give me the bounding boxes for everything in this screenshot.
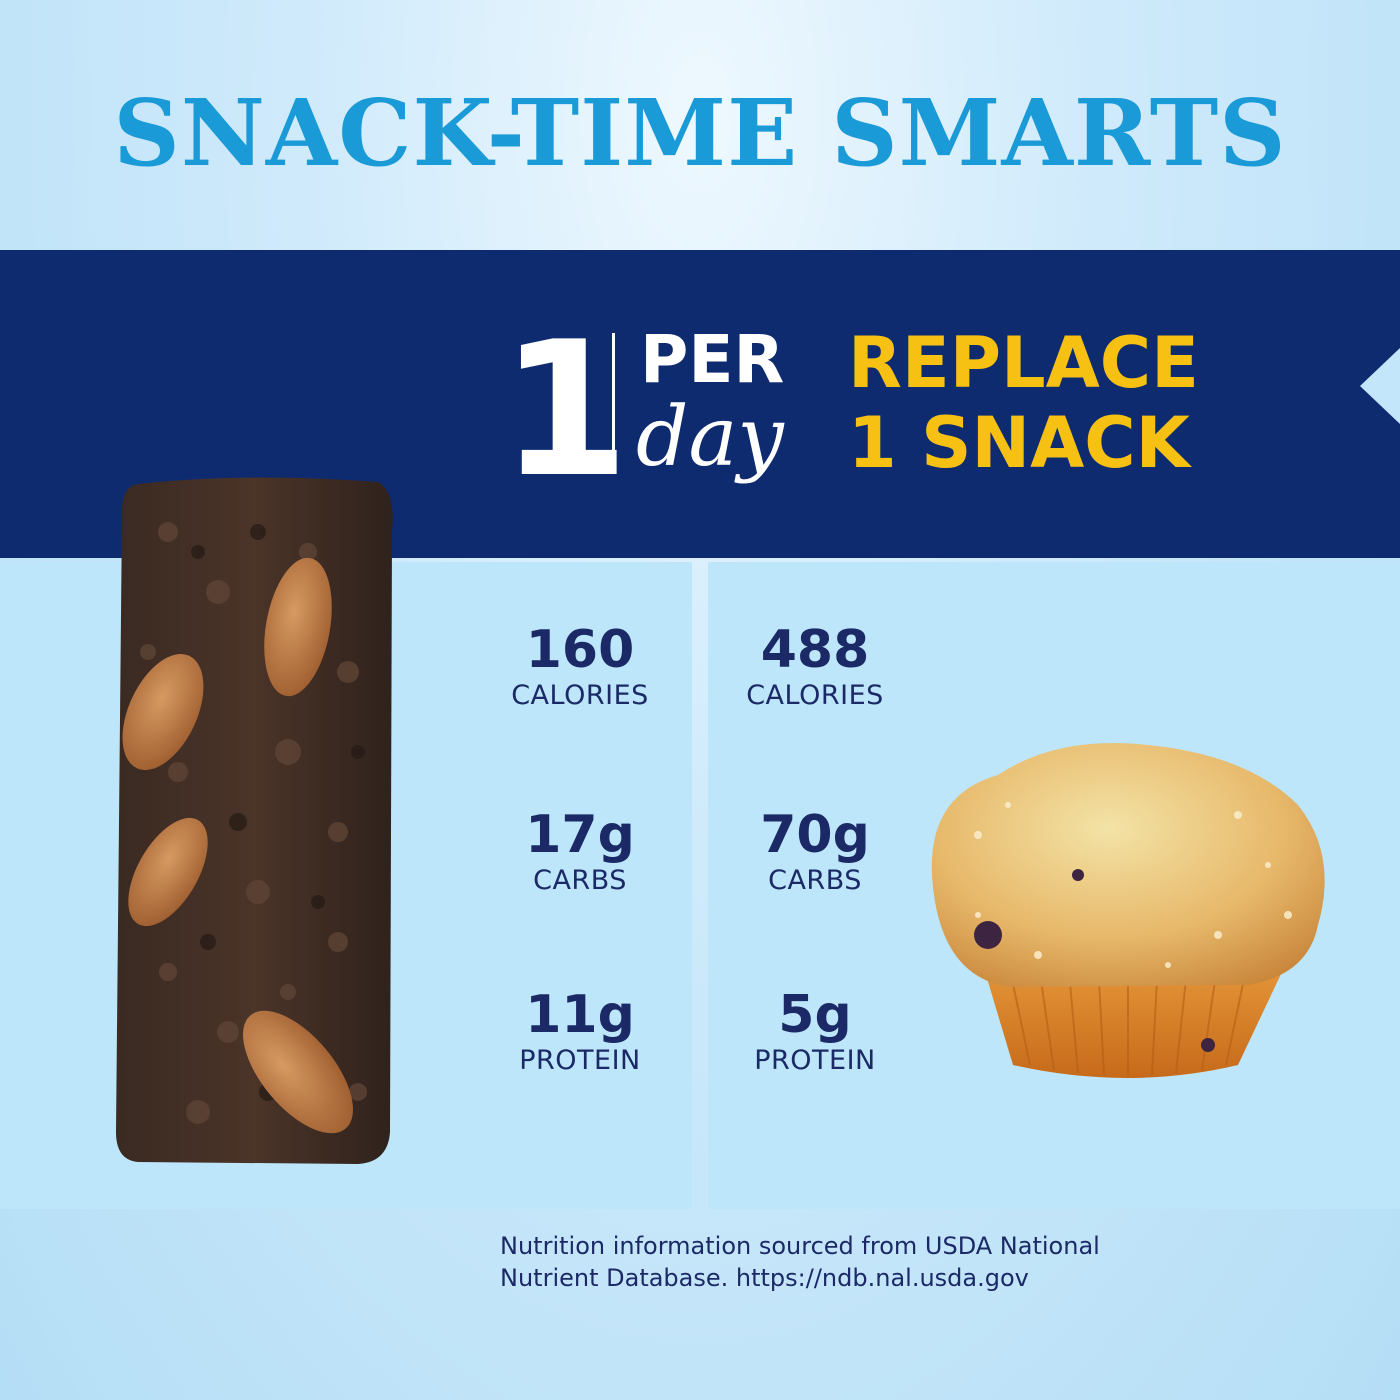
footnote-line-1: Nutrition information sourced from USDA …	[500, 1232, 1100, 1260]
muffin-stat-protein: 5g PROTEIN	[705, 985, 925, 1077]
source-footnote: Nutrition information sourced from USDA …	[500, 1230, 1260, 1294]
banner-day: day	[636, 390, 784, 485]
footnote-line-2: Nutrient Database. https://ndb.nal.usda.…	[500, 1264, 1029, 1292]
muffin-carbs-value: 70g	[760, 805, 870, 865]
banner-per: PER	[640, 321, 785, 398]
bar-protein-value: 11g	[525, 985, 635, 1045]
muffin-stat-calories: 488 CALORIES	[705, 620, 925, 712]
banner-number: 1	[500, 301, 630, 518]
bar-stat-carbs: 17g CARBS	[470, 805, 690, 897]
page-title: SNACK-TIME SMARTS	[113, 79, 1287, 187]
muffin-carbs-label: CARBS	[768, 865, 862, 896]
muffin-calories-value: 488	[760, 620, 870, 680]
banner-divider	[612, 333, 615, 473]
banner-notch	[1360, 348, 1400, 424]
muffin-calories-label: CALORIES	[746, 680, 884, 711]
bar-calories-label: CALORIES	[511, 680, 649, 711]
banner-one-snack: 1 SNACK	[848, 402, 1190, 484]
bar-carbs-value: 17g	[525, 805, 635, 865]
bar-protein-label: PROTEIN	[519, 1045, 641, 1076]
muffin-protein-value: 5g	[778, 985, 852, 1045]
bar-stat-calories: 160 CALORIES	[470, 620, 690, 712]
banner-replace: REPLACE	[848, 322, 1199, 404]
bar-calories-value: 160	[525, 620, 635, 680]
bar-carbs-label: CARBS	[533, 865, 627, 896]
muffin-protein-label: PROTEIN	[754, 1045, 876, 1076]
snack-bar-image	[116, 477, 393, 1164]
muffin-image	[931, 743, 1325, 1078]
muffin-stat-carbs: 70g CARBS	[705, 805, 925, 897]
bar-stat-protein: 11g PROTEIN	[470, 985, 690, 1077]
